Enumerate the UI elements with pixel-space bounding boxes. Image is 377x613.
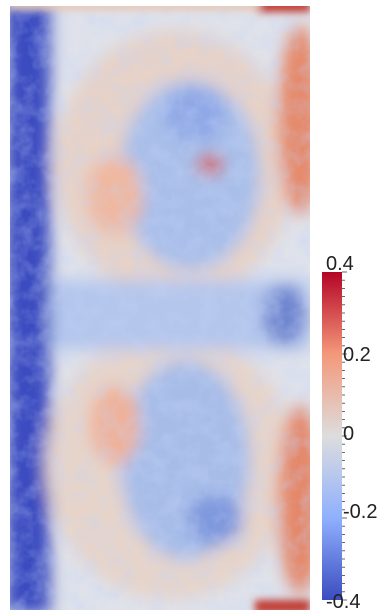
colorbar-label-max: 0.4 bbox=[326, 253, 354, 275]
colorbar-ticks bbox=[342, 271, 347, 601]
top-right-corner-accent bbox=[255, 6, 310, 12]
colorbar-label-low: -0.2 bbox=[343, 502, 377, 522]
colorbar-label-zero: 0 bbox=[343, 423, 355, 445]
top-edge-accent bbox=[10, 6, 260, 10]
bottom-right-corner-accent bbox=[255, 600, 310, 610]
colorbar-label-min: -0.4 bbox=[326, 591, 361, 613]
field-domain bbox=[10, 6, 310, 610]
colorbar-label-high: 0.2 bbox=[343, 344, 371, 366]
field-texture bbox=[10, 6, 310, 610]
colorbar-gradient bbox=[322, 272, 342, 600]
